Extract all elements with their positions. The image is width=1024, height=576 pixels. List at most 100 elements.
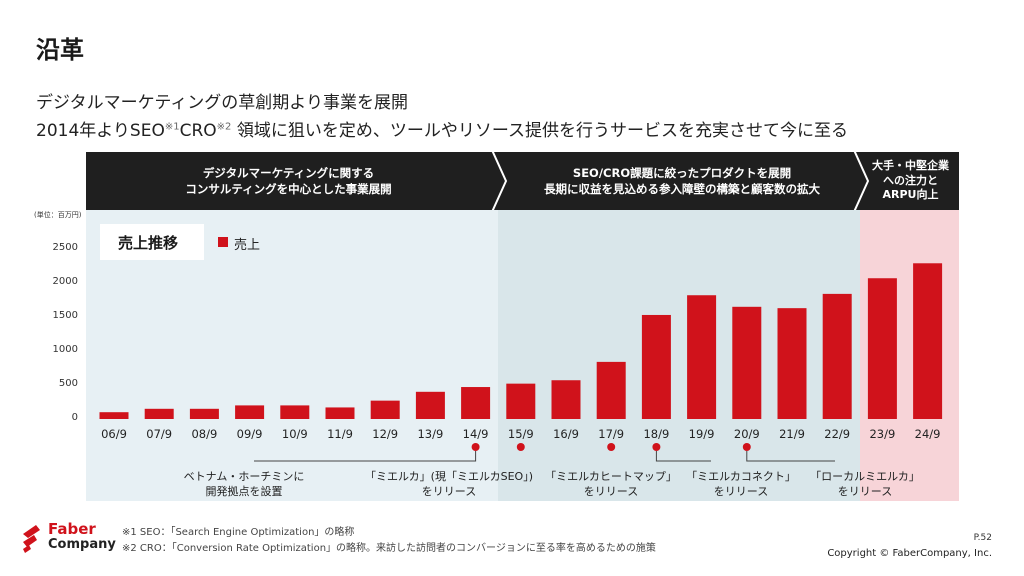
subtitle-part-2: CRO: [179, 121, 217, 141]
bar-06/9: [99, 412, 129, 419]
phase-1-line-2: コンサルティングを中心とした事業展開: [185, 182, 392, 196]
milestone-marker: [742, 443, 751, 451]
phase-1-line-1: デジタルマーケティングに関する: [202, 166, 375, 180]
phase-label-2: SEO/CRO課題に絞ったプロダクトを展開 長期に収益を見込める参入障壁の構築と…: [512, 152, 852, 210]
x-tick-label: 07/9: [146, 427, 172, 441]
bar-18/9: [641, 314, 671, 419]
page-title: 沿革: [36, 36, 84, 64]
bar-13/9: [415, 391, 445, 419]
x-tick-label: 23/9: [869, 427, 895, 441]
y-tick-label: 1000: [52, 344, 78, 355]
phase-banner-band: [86, 152, 959, 210]
bar-17/9: [596, 361, 626, 419]
milestone-annotation: ベトナム・ホーチミンに 開発拠点を設置: [144, 469, 344, 499]
milestone-annotation-line-2: をリリース: [837, 485, 893, 498]
bar-11/9: [325, 407, 355, 419]
x-tick-label: 19/9: [689, 427, 715, 441]
phase-2-line-1: SEO/CRO課題に絞ったプロダクトを展開: [572, 166, 792, 180]
legend-swatch: [218, 237, 228, 247]
milestone-annotation-line-2: をリリース: [713, 485, 769, 498]
x-tick-label: 15/9: [508, 427, 534, 441]
milestone-marker: [607, 443, 616, 451]
milestone-annotation-line-1: 「ミエルカヒートマップ」: [545, 470, 677, 483]
milestone-marker: [471, 443, 480, 451]
bar-22/9: [822, 293, 852, 419]
x-tick-label: 22/9: [824, 427, 850, 441]
bar-08/9: [189, 408, 219, 419]
x-tick-label: 12/9: [372, 427, 398, 441]
milestone-marker: [652, 443, 661, 451]
milestone-connector: [254, 451, 477, 462]
milestone-annotation-line-2: をリリース: [421, 485, 477, 498]
x-tick-label: 06/9: [101, 427, 127, 441]
milestone-connector: [746, 451, 835, 462]
phase-1-background: [86, 152, 498, 501]
logo-line-1: Faber: [48, 520, 96, 538]
bar-21/9: [777, 308, 807, 419]
phase-3-line-3: ARPU向上: [882, 188, 939, 202]
bar-12/9: [370, 400, 400, 419]
legend-series-label: 売上: [234, 238, 261, 253]
y-tick-label: 2500: [52, 242, 78, 253]
phase-3-line-1: 大手・中堅企業: [872, 159, 949, 173]
bar-07/9: [144, 408, 174, 419]
phase-3-line-2: への注力と: [883, 173, 938, 187]
faber-logo-icon: [23, 525, 40, 553]
logo-wordmark: Faber Company: [48, 520, 116, 553]
y-tick-label: 1500: [52, 310, 78, 321]
subtitle-part-1: 2014年よりSEO: [36, 121, 165, 141]
x-tick-label: 20/9: [734, 427, 760, 441]
milestone-annotation: 「ミエルカ」(現「ミエルカSEO」) をリリース: [349, 469, 549, 499]
x-tick-label: 24/9: [915, 427, 941, 441]
x-tick-label: 10/9: [282, 427, 308, 441]
page-number: P.52: [973, 533, 992, 543]
x-tick-label: 11/9: [327, 427, 353, 441]
x-tick-label: 09/9: [237, 427, 263, 441]
milestone-annotation-line-2: をリリース: [583, 485, 639, 498]
phase-2-line-2: 長期に収益を見込める参入障壁の構築と顧客数の拡大: [544, 182, 820, 196]
milestone-annotation-line-1: 「ミエルカコネクト」: [686, 470, 796, 483]
milestone-annotation-line-1: 「ミエルカ」(現「ミエルカSEO」): [364, 470, 533, 483]
milestone-annotation: 「ミエルカコネクト」 をリリース: [641, 469, 841, 499]
milestone-connector: [655, 451, 711, 462]
phase-chevron-2: [853, 152, 870, 210]
footnote-2: ※2 CRO：「Conversion Rate Optimization」の略称…: [122, 543, 656, 554]
milestone-marker: [516, 443, 525, 451]
x-tick-label: 08/9: [191, 427, 217, 441]
y-tick-label: 0: [71, 412, 78, 423]
x-tick-label: 16/9: [553, 427, 579, 441]
y-tick-label: 500: [58, 378, 78, 389]
x-tick-label: 14/9: [463, 427, 489, 441]
subtitle-line-2: 2014年よりSEO※1CRO※2 領域に狙いを定め、ツールやリソース提供を行う…: [36, 116, 848, 141]
subtitle-line-1: デジタルマーケティングの草創期より事業を展開: [36, 93, 408, 113]
legend-title: 売上推移: [118, 234, 179, 252]
subtitle-part-3: 領域に狙いを定め、ツールやリソース提供を行うサービスを充実させて今に至る: [231, 121, 848, 141]
copyright: Copyright © FaberCompany, Inc.: [827, 548, 992, 559]
logo-line-2: Company: [48, 537, 116, 552]
bar-16/9: [551, 380, 581, 419]
milestone-annotation: 「ローカルミエルカ」 をリリース: [765, 469, 965, 499]
x-tick-label: 17/9: [598, 427, 624, 441]
bar-20/9: [732, 306, 762, 419]
bar-15/9: [506, 383, 536, 419]
bar-19/9: [687, 295, 717, 419]
bar-10/9: [280, 405, 310, 419]
unit-label: (単位：百万円): [34, 211, 82, 219]
milestone-annotation-line-1: ベトナム・ホーチミンに: [183, 470, 305, 483]
legend-box: [100, 224, 204, 260]
phase-chevron-1: [491, 152, 508, 210]
phase-banner: [86, 152, 959, 210]
x-tick-label: 21/9: [779, 427, 805, 441]
milestone-annotation: 「ミエルカヒートマップ」 をリリース: [511, 469, 711, 499]
bar-24/9: [913, 263, 943, 419]
milestone-annotation-line-2: 開発拠点を設置: [205, 485, 283, 498]
footnote-1: ※1 SEO：「Search Engine Optimization」の略称: [122, 527, 355, 538]
x-tick-label: 13/9: [417, 427, 443, 441]
bar-09/9: [235, 405, 265, 419]
footnote-ref-2: ※2: [216, 121, 232, 133]
phase-label-1: デジタルマーケティングに関する コンサルティングを中心とした事業展開: [86, 152, 491, 210]
milestone-annotation-line-1: 「ローカルミエルカ」: [810, 470, 920, 483]
footnote-ref-1: ※1: [164, 121, 180, 133]
bar-14/9: [461, 387, 491, 419]
